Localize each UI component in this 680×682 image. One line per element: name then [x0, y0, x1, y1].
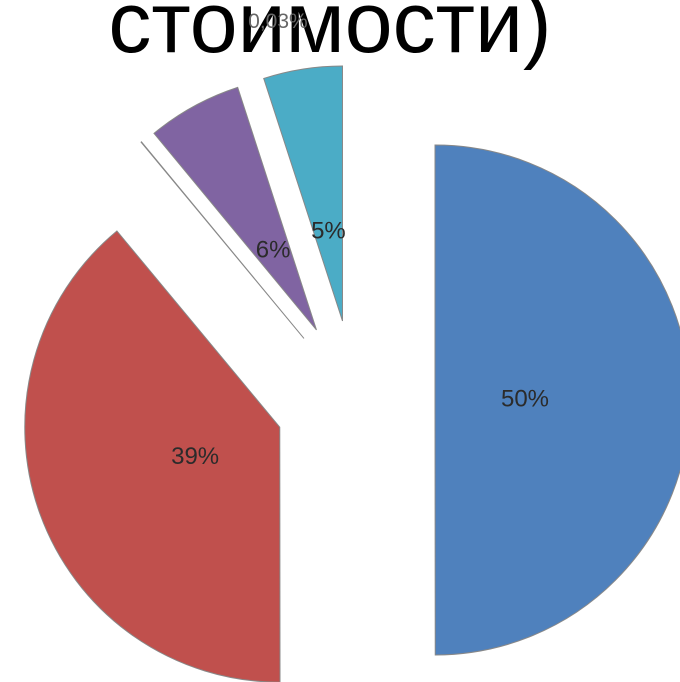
data-label: 5%: [311, 217, 346, 244]
data-label: 39%: [171, 443, 219, 470]
chart-title: стоимости): [108, 0, 551, 71]
pie-slice: [263, 65, 343, 322]
data-labels: 50% 39% 0,03% 6% 5%: [171, 10, 549, 470]
pie-slice: [24, 230, 281, 682]
pie-slice: [140, 141, 305, 339]
pie-slice: [153, 86, 317, 331]
data-label: 0,03%: [248, 10, 308, 33]
pie-slice: [434, 144, 680, 656]
data-label: 6%: [256, 236, 291, 263]
data-label: 50%: [501, 385, 549, 412]
pie: [24, 65, 680, 682]
